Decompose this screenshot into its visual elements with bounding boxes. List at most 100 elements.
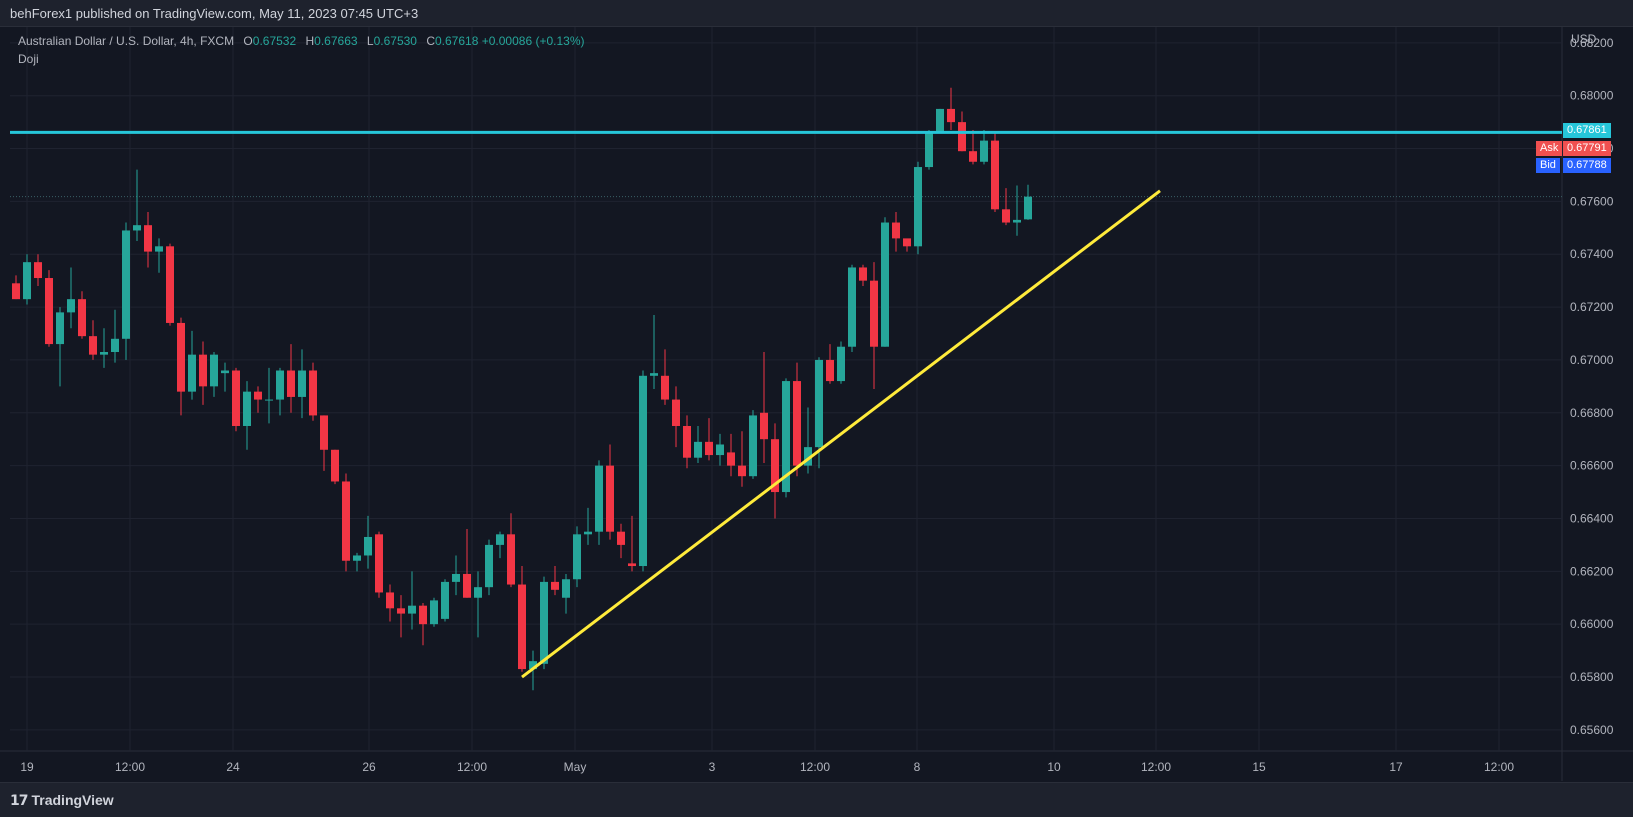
candle-body-up[interactable]	[188, 354, 196, 392]
candle-body-down[interactable]	[518, 584, 526, 670]
candle-body-up[interactable]	[353, 555, 361, 561]
candle-body-up[interactable]	[276, 370, 284, 400]
candle-body-down[interactable]	[738, 465, 746, 477]
candle-body-down[interactable]	[287, 370, 295, 397]
candle-body-up[interactable]	[364, 536, 372, 556]
candle-body-up[interactable]	[441, 581, 449, 619]
candle-body-up[interactable]	[980, 140, 988, 162]
candle-body-up[interactable]	[749, 415, 757, 477]
candle-body-up[interactable]	[848, 267, 856, 347]
candle-body-down[interactable]	[991, 140, 999, 210]
candle-body-down[interactable]	[859, 267, 867, 281]
candle-body-up[interactable]	[67, 299, 75, 313]
candle-body-down[interactable]	[760, 412, 768, 440]
candle-body-down[interactable]	[386, 592, 394, 609]
candle-body-down[interactable]	[826, 359, 834, 382]
candle-body-up[interactable]	[540, 581, 548, 664]
candle-body-down[interactable]	[606, 465, 614, 532]
candle-body-down[interactable]	[727, 452, 735, 466]
candle-body-down[interactable]	[793, 381, 801, 466]
candle-body-up[interactable]	[221, 370, 229, 374]
candle-body-up[interactable]	[155, 246, 163, 252]
candle-body-down[interactable]	[903, 238, 911, 247]
candle-body-up[interactable]	[265, 399, 273, 401]
candle-body-up[interactable]	[122, 230, 130, 339]
candle-body-down[interactable]	[771, 439, 779, 493]
candle-body-up[interactable]	[529, 661, 537, 670]
candle-body-down[interactable]	[661, 375, 669, 400]
candle-body-down[interactable]	[342, 481, 350, 561]
candle-body-up[interactable]	[804, 447, 812, 466]
candle-body-down[interactable]	[507, 534, 515, 585]
tradingview-logo[interactable]: 17 TradingView	[10, 792, 114, 809]
candle-body-up[interactable]	[1024, 196, 1032, 220]
candle-body-down[interactable]	[331, 449, 339, 482]
candle-body-up[interactable]	[430, 600, 438, 625]
symbol-title[interactable]: Australian Dollar / U.S. Dollar, 4h, FXC…	[18, 34, 235, 48]
candle-body-up[interactable]	[474, 587, 482, 598]
candle-body-down[interactable]	[870, 280, 878, 347]
candle-body-up[interactable]	[837, 346, 845, 382]
candle-body-down[interactable]	[947, 108, 955, 123]
candle-body-down[interactable]	[375, 534, 383, 593]
candle-body-down[interactable]	[177, 322, 185, 392]
candle-body-up[interactable]	[133, 225, 141, 231]
candle-body-up[interactable]	[1013, 219, 1021, 223]
candle-body-up[interactable]	[584, 531, 592, 535]
candle-body-down[interactable]	[144, 225, 152, 252]
candle-body-up[interactable]	[210, 354, 218, 387]
candle-body-up[interactable]	[243, 391, 251, 426]
candle-body-down[interactable]	[397, 608, 405, 614]
candle-body-down[interactable]	[254, 391, 262, 400]
candle-body-down[interactable]	[705, 441, 713, 456]
candle-body-up[interactable]	[408, 605, 416, 614]
candle-body-up[interactable]	[815, 359, 823, 448]
candle-body-down[interactable]	[419, 605, 427, 625]
candle-body-up[interactable]	[573, 534, 581, 580]
candle-body-up[interactable]	[782, 381, 790, 493]
candle-body-down[interactable]	[199, 354, 207, 387]
candle-body-down[interactable]	[969, 151, 977, 162]
candle-body-down[interactable]	[166, 246, 174, 323]
candle-body-up[interactable]	[485, 544, 493, 588]
candle-body-down[interactable]	[78, 299, 86, 337]
candle-body-down[interactable]	[958, 122, 966, 152]
candlestick-chart[interactable]: 0.682000.680000.678000.676000.674000.672…	[0, 27, 1633, 781]
candle-body-down[interactable]	[617, 531, 625, 545]
candle-body-down[interactable]	[463, 573, 471, 598]
candle-body-down[interactable]	[309, 370, 317, 416]
candle-body-down[interactable]	[551, 581, 559, 590]
candle-body-down[interactable]	[628, 563, 636, 567]
candle-body-up[interactable]	[23, 262, 31, 300]
candle-body-down[interactable]	[320, 415, 328, 450]
indicator-label[interactable]: Doji	[18, 52, 39, 66]
candle-body-down[interactable]	[1002, 209, 1010, 223]
candle-body-up[interactable]	[595, 465, 603, 532]
candle-body-down[interactable]	[89, 336, 97, 355]
candle-body-down[interactable]	[12, 283, 20, 300]
ascending-trendline[interactable]	[521, 189, 1161, 679]
candle-body-up[interactable]	[56, 312, 64, 345]
candle-body-up[interactable]	[496, 534, 504, 545]
candle-body-up[interactable]	[881, 222, 889, 347]
candle-body-down[interactable]	[683, 425, 691, 458]
candle-body-up[interactable]	[298, 370, 306, 397]
candle-body-down[interactable]	[892, 222, 900, 239]
candle-body-down[interactable]	[45, 278, 53, 345]
price-tick-label: 0.66800	[1570, 406, 1614, 420]
candle-body-down[interactable]	[232, 370, 240, 426]
candle-body-up[interactable]	[716, 444, 724, 456]
candle-body-up[interactable]	[936, 108, 944, 133]
candle-body-up[interactable]	[914, 167, 922, 247]
candle-body-down[interactable]	[34, 262, 42, 279]
candle-body-down[interactable]	[672, 399, 680, 426]
candle-body-up[interactable]	[639, 375, 647, 567]
candle-body-up[interactable]	[111, 338, 119, 353]
price-tick-label: 0.66200	[1570, 564, 1614, 578]
candle-body-up[interactable]	[100, 352, 108, 355]
candle-body-up[interactable]	[694, 441, 702, 458]
candle-body-up[interactable]	[562, 579, 570, 598]
candle-body-up[interactable]	[650, 373, 658, 376]
candle-body-up[interactable]	[925, 132, 933, 168]
candle-body-up[interactable]	[452, 573, 460, 582]
